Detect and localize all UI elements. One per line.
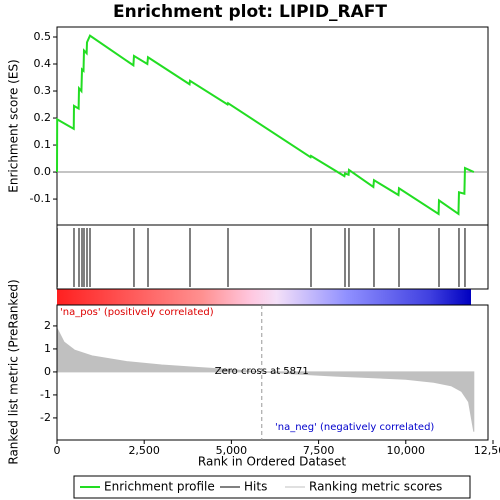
legend-label: Enrichment profile [104,480,215,494]
metric-y-tick-label: 1 [44,342,51,355]
y-tick-label: 0.5 [34,30,52,43]
metric-y-tick-label: -2 [40,411,51,424]
legend-label: Hits [244,480,267,494]
y-tick-label: 0.2 [34,111,52,124]
metric-y-tick-label: -1 [40,388,51,401]
x-tick-label: 0 [54,444,61,457]
y-tick-label: 0.3 [34,84,52,97]
rank-band [57,289,471,305]
zero-cross-label: Zero cross at 5871 [215,366,309,377]
x-axis-label: Rank in Ordered Dataset [198,455,346,469]
pos-label: 'na_pos' (positively correlated) [60,307,214,318]
y-tick-label: 0.1 [34,138,52,151]
y-tick-label: 0.0 [34,165,52,178]
metric-area [56,328,475,432]
x-tick-label: 2,500 [128,444,160,457]
legend-label: Ranking metric scores [309,480,442,494]
x-tick-label: 10,000 [387,444,426,457]
neg-label: 'na_neg' (negatively correlated) [275,422,434,433]
x-tick-label: 12,500 [474,444,500,457]
y-tick-label: -0.1 [30,192,51,205]
metric-frame [56,304,489,441]
x-tick-label: 5,000 [216,444,248,457]
hits-frame [56,224,489,290]
metric-axis-label: Ranked list metric (PreRanked) [7,279,21,464]
x-tick-label: 7,500 [303,444,335,457]
metric-y-tick-label: 0 [44,365,51,378]
metric-y-tick-label: 2 [44,319,51,332]
es-line [56,34,475,216]
legend-box [73,475,471,499]
y-tick-label: 0.4 [34,57,52,70]
chart-title: Enrichment plot: LIPID_RAFT [113,2,387,22]
es-axis-label: Enrichment score (ES) [7,59,21,192]
